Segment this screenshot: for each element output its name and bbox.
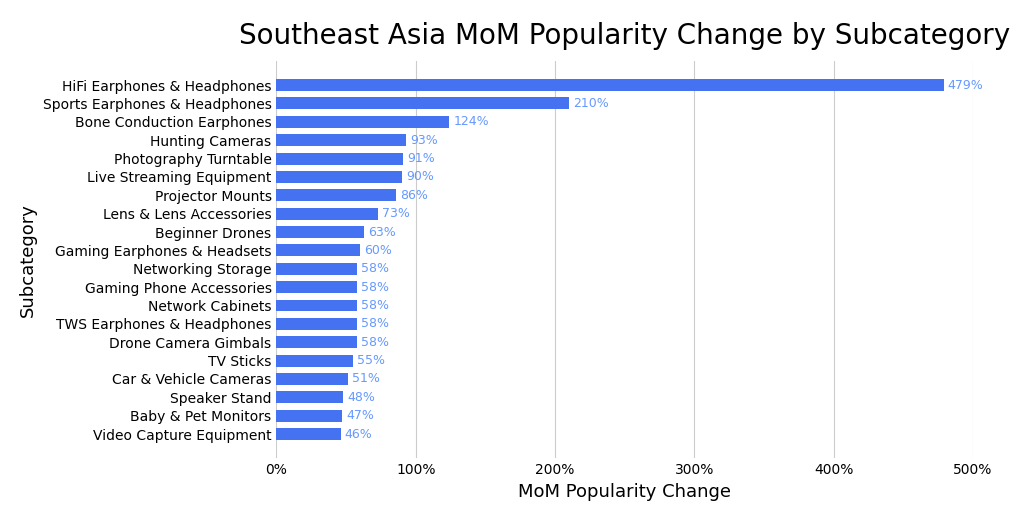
X-axis label: MoM Popularity Change: MoM Popularity Change [518,483,731,500]
Text: 479%: 479% [948,78,983,92]
Text: 58%: 58% [361,280,389,294]
Text: 51%: 51% [351,373,380,385]
Text: 73%: 73% [382,207,411,220]
Bar [276,299,357,312]
Text: 90%: 90% [406,171,434,183]
Bar [276,98,569,109]
Bar [276,355,353,366]
Text: 91%: 91% [408,152,435,165]
Bar [276,410,342,421]
Bar [276,336,357,348]
Bar [276,226,365,238]
Bar [276,318,357,330]
Bar [276,79,943,91]
Bar [276,263,357,275]
Bar [276,189,396,201]
Bar [276,244,360,257]
Bar [276,391,343,403]
Bar [276,373,347,385]
Bar [276,281,357,293]
Text: 48%: 48% [347,391,376,404]
Text: 86%: 86% [400,189,428,202]
Bar [276,153,403,164]
Text: 93%: 93% [411,134,438,147]
Bar [276,171,401,183]
Text: 210%: 210% [573,97,609,110]
Title: Southeast Asia MoM Popularity Change by Subcategory: Southeast Asia MoM Popularity Change by … [239,22,1011,50]
Text: 58%: 58% [361,262,389,275]
Text: 58%: 58% [361,336,389,349]
Text: 46%: 46% [345,428,373,441]
Bar [276,116,450,128]
Text: 58%: 58% [361,318,389,330]
Text: 63%: 63% [369,225,396,239]
Y-axis label: Subcategory: Subcategory [19,203,37,317]
Bar [276,134,406,146]
Text: 47%: 47% [346,409,374,422]
Bar [276,428,341,440]
Text: 55%: 55% [357,354,385,367]
Text: 58%: 58% [361,299,389,312]
Text: 60%: 60% [365,244,392,257]
Text: 124%: 124% [454,116,489,128]
Bar [276,208,378,220]
